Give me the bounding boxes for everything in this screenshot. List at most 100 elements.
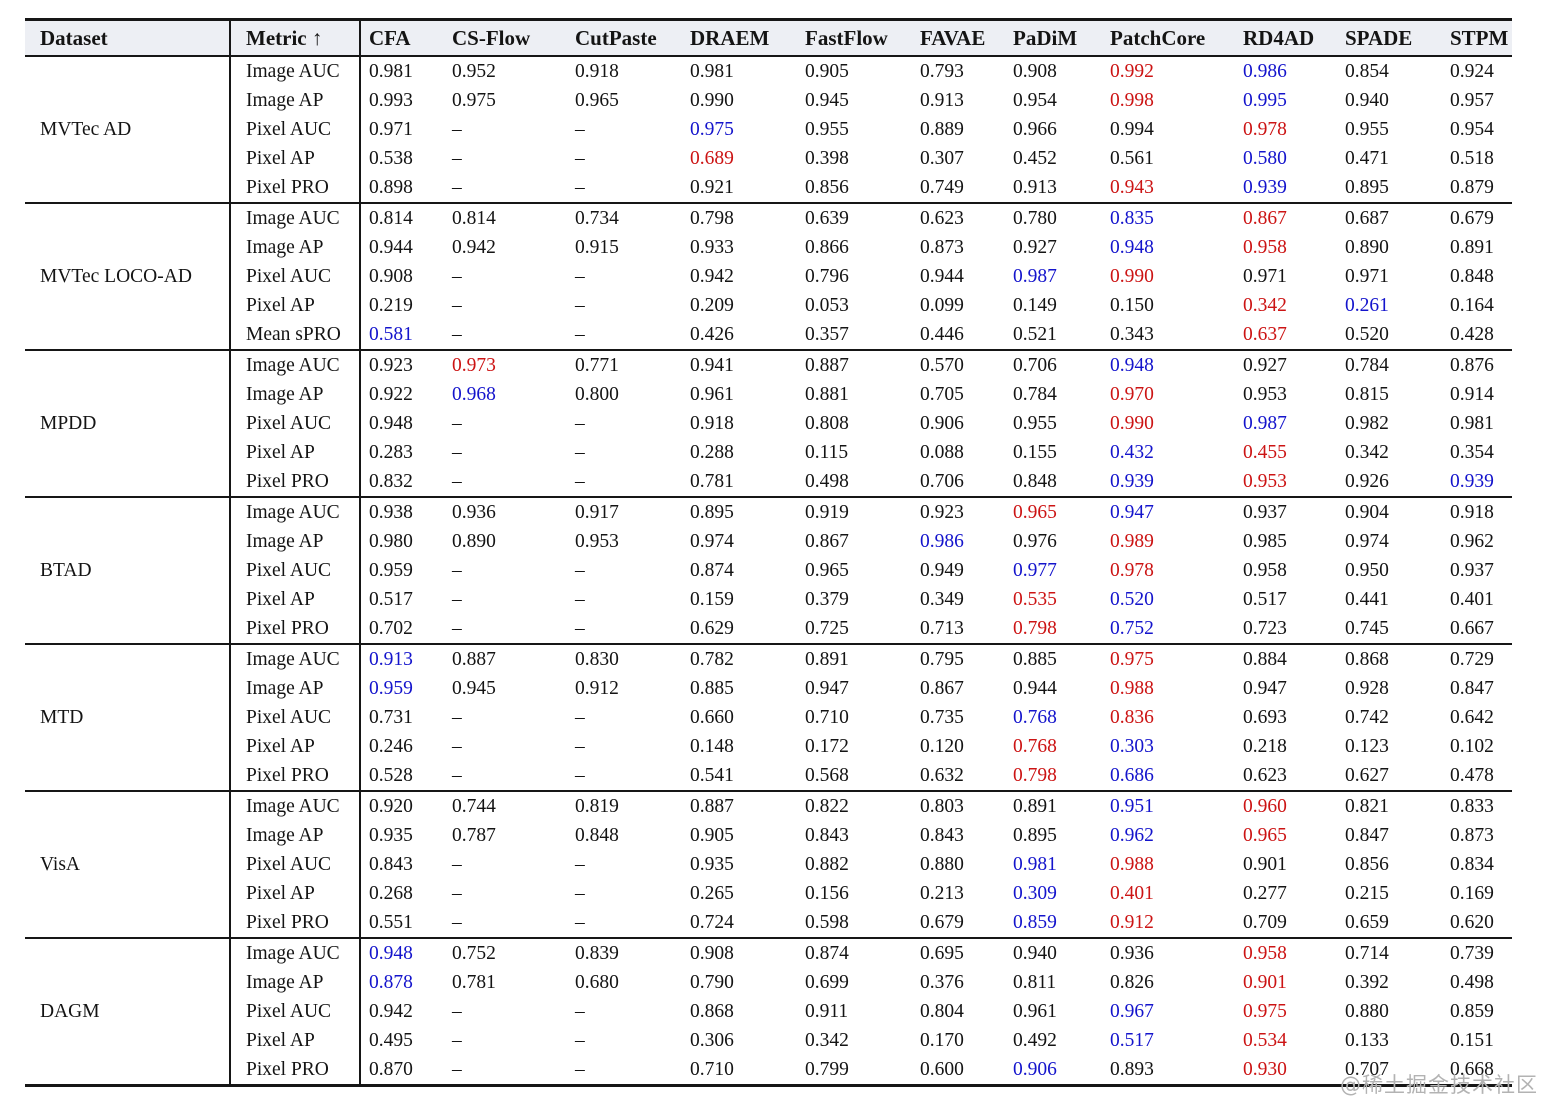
value-cell: 0.133	[1345, 1030, 1389, 1051]
value-cell: 0.942	[690, 266, 734, 287]
header-method-favae: FAVAE	[912, 19, 1005, 57]
table-row: MTD Image AUC 0.913 0.887 0.830 0.782 0.891 0.7…	[25, 643, 1512, 791]
value-cell: 0.891	[1450, 237, 1494, 258]
value-cell: –	[452, 912, 462, 933]
value-cell: 0.973	[444, 349, 567, 380]
value-cell: 0.520	[1110, 589, 1154, 610]
value-cell: 0.944	[1013, 678, 1057, 699]
value-cell: 0.478	[1450, 765, 1494, 786]
value-cell: 0.922	[369, 384, 413, 405]
value-cell: 0.706	[920, 471, 964, 492]
value-cell: 0.905	[690, 825, 734, 846]
value-cell: 0.492	[1013, 1030, 1057, 1051]
table-row: Pixel AP 0.495 – – 0.306 0.342 0.170 0.492 0.517…	[25, 1026, 1512, 1055]
value-cell: 0.848	[1013, 471, 1057, 492]
value-cell: 0.949	[920, 560, 964, 581]
table-row: MPDD Image AUC 0.923 0.973 0.771 0.941 0.887 0.…	[25, 349, 1512, 497]
value-cell: 0.975	[452, 90, 496, 111]
value-cell: 0.667	[1450, 618, 1494, 639]
table-row: Image AP 0.980 0.890 0.953 0.974 0.867 0.986 0.…	[25, 527, 1512, 556]
metric-label: Pixel AUC	[230, 997, 361, 1026]
value-cell: 0.401	[1110, 883, 1154, 904]
value-cell: 0.962	[1110, 825, 1154, 846]
value-cell: –	[575, 295, 585, 316]
value-cell: 0.821	[1337, 790, 1442, 821]
value-cell: 0.517	[1110, 1030, 1154, 1051]
value-cell: –	[452, 471, 462, 492]
value-cell: –	[575, 471, 585, 492]
value-cell: 0.939	[1450, 471, 1494, 492]
value-cell: 0.975	[690, 119, 734, 140]
value-cell: 0.822	[797, 790, 912, 821]
table-row: Image AP 0.959 0.945 0.912 0.885 0.947 0.867 0.…	[25, 674, 1512, 703]
metric-label: Image AP	[230, 674, 361, 703]
value-cell: 0.918	[1442, 496, 1512, 527]
value-cell: 0.265	[690, 883, 734, 904]
table-row: DAGM Image AUC 0.948 0.752 0.839 0.908 0.874 0.…	[25, 937, 1512, 1086]
value-cell: 0.246	[369, 736, 413, 757]
value-cell: 0.945	[805, 90, 849, 111]
table-row: Pixel AP 0.538 – – 0.689 0.398 0.307 0.452 0.561…	[25, 144, 1512, 173]
value-cell: 0.277	[1243, 883, 1287, 904]
value-cell: 0.268	[369, 883, 413, 904]
value-cell: 0.834	[1450, 854, 1494, 875]
value-cell: –	[452, 560, 462, 581]
value-cell: 0.714	[1337, 937, 1442, 968]
value-cell: 0.941	[682, 349, 797, 380]
metric-label: Pixel AUC	[230, 262, 361, 291]
metric-label: Pixel AP	[230, 291, 361, 320]
value-cell: 0.088	[920, 442, 964, 463]
value-cell: 0.790	[690, 972, 734, 993]
value-cell: 0.600	[920, 1059, 964, 1080]
value-cell: 0.930	[1243, 1059, 1287, 1080]
value-cell: 0.874	[797, 937, 912, 968]
table-row: MVTec LOCO-AD Image AUC 0.814 0.814 0.734 0.7…	[25, 202, 1512, 350]
value-cell: 0.749	[920, 177, 964, 198]
value-cell: 0.948	[1110, 237, 1154, 258]
value-cell: 0.923	[360, 349, 444, 380]
value-cell: 0.354	[1450, 442, 1494, 463]
header-method-draem: DRAEM	[682, 19, 797, 57]
value-cell: 0.867	[920, 678, 964, 699]
value-cell: 0.987	[1013, 266, 1057, 287]
value-cell: –	[452, 1059, 462, 1080]
value-cell: 0.534	[1243, 1030, 1287, 1051]
value-cell: 0.115	[805, 442, 849, 463]
value-cell: 0.303	[1110, 736, 1154, 757]
value-cell: 0.808	[805, 413, 849, 434]
value-cell: 0.962	[1450, 531, 1494, 552]
value-cell: 0.261	[1345, 295, 1389, 316]
value-cell: 0.659	[1345, 912, 1389, 933]
value-cell: 0.965	[1243, 825, 1287, 846]
value-cell: 0.800	[575, 384, 619, 405]
value-cell: 0.971	[369, 119, 413, 140]
value-cell: 0.990	[690, 90, 734, 111]
value-cell: 0.890	[1345, 237, 1389, 258]
value-cell: 0.880	[1345, 1001, 1389, 1022]
value-cell: 0.568	[805, 765, 849, 786]
value-cell: 0.832	[369, 471, 413, 492]
dataset-label: MPDD	[25, 349, 231, 497]
value-cell: 0.172	[805, 736, 849, 757]
value-cell: 0.306	[690, 1030, 734, 1051]
value-cell: 0.744	[444, 790, 567, 821]
value-cell: 0.213	[920, 883, 964, 904]
value-cell: 0.876	[1442, 349, 1512, 380]
value-cell: 0.742	[1345, 707, 1389, 728]
value-cell: –	[452, 148, 462, 169]
dataset-label: VisA	[25, 790, 231, 938]
value-cell: 0.895	[1345, 177, 1389, 198]
value-cell: 0.798	[682, 202, 797, 233]
value-cell: 0.446	[920, 324, 964, 345]
value-cell: 0.379	[805, 589, 849, 610]
value-cell: 0.528	[369, 765, 413, 786]
value-cell: 0.702	[369, 618, 413, 639]
value-cell: 0.689	[690, 148, 734, 169]
value-cell: 0.955	[805, 119, 849, 140]
value-cell: –	[452, 765, 462, 786]
value-cell: –	[452, 618, 462, 639]
value-cell: 0.768	[1013, 707, 1057, 728]
value-cell: 0.349	[920, 589, 964, 610]
value-cell: 0.401	[1450, 589, 1494, 610]
value-cell: 0.952	[452, 61, 496, 82]
